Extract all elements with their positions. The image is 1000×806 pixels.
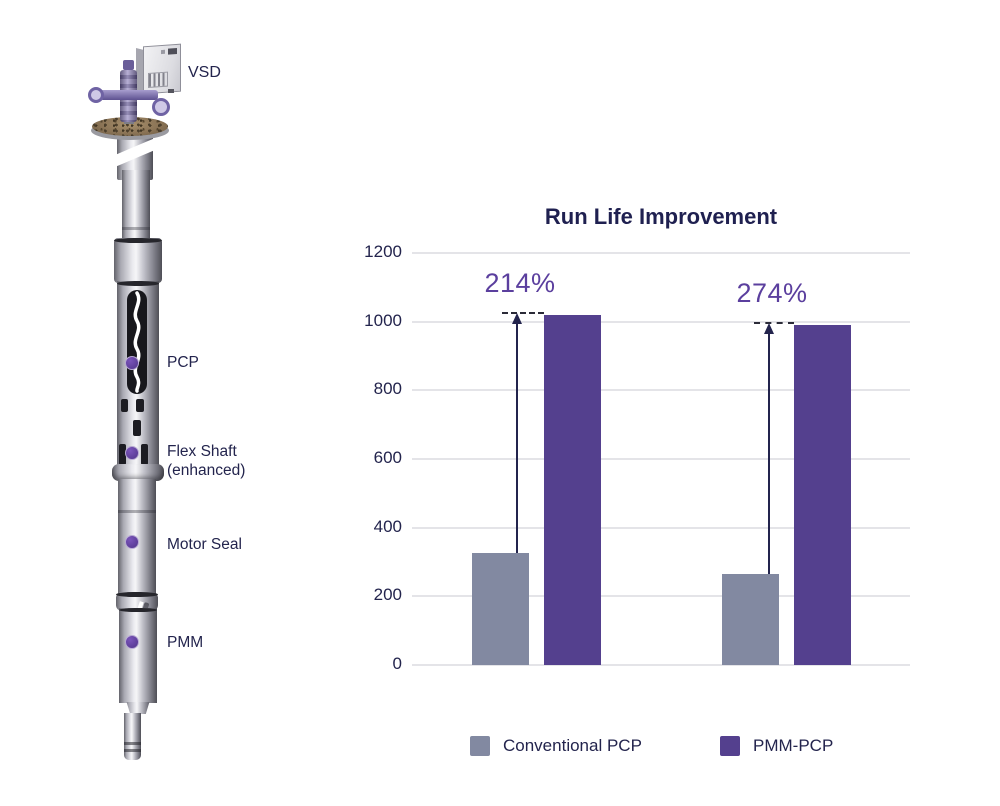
plot-area: 0 200 400 600 800 1000 1200 214% 274% [364, 242, 910, 673]
bar-conventional-pcp-2 [722, 574, 779, 665]
wellhead-arm-illustration [100, 90, 158, 100]
gridline-800 [412, 389, 910, 392]
gridline-1000 [412, 320, 910, 323]
motor-seal-marker-dot-icon [125, 535, 139, 549]
improvement-arrow-head-2 [763, 323, 774, 335]
housing-slot-mark [121, 399, 128, 412]
sensor-groove [124, 742, 141, 745]
pcp-marker-dot-icon [125, 356, 139, 370]
top-collar-illustration [114, 238, 162, 283]
legend-swatch-conventional-pcp [470, 736, 490, 756]
improvement-arrow-line-2 [768, 334, 770, 574]
pmm-marker-dot-icon [125, 635, 139, 649]
flex-shaft-slot-right [141, 444, 148, 465]
wellhead-top-cap [123, 60, 134, 70]
y-tick-label-600: 600 [373, 448, 402, 467]
gridline-600 [412, 458, 910, 460]
pipe-joint-line [122, 227, 150, 230]
housing-slot-mark [136, 399, 144, 412]
sensor-groove [124, 749, 141, 752]
vsd-cabinet-illustration [143, 43, 181, 95]
gridline-200 [412, 595, 910, 598]
improvement-arrow-line-1 [516, 323, 518, 554]
flex-shaft-slot-left [119, 444, 126, 465]
sensor-sub-illustration [124, 713, 141, 760]
y-tick-label-0: 0 [392, 654, 402, 673]
pcp-rotor-wave-icon [133, 291, 141, 393]
ground-surface-illustration [92, 117, 168, 136]
legend-swatch-pmm-pcp [720, 736, 740, 756]
improvement-annotation-2: 274% [736, 278, 808, 309]
flex-shaft-marker-dot-icon [125, 446, 139, 460]
valve-handwheel-icon [88, 87, 104, 103]
valve-handwheel-icon [152, 98, 170, 116]
joint-rim [116, 592, 158, 597]
flex-shaft-label-line1: Flex Shaft [167, 443, 237, 460]
housing-rim [117, 281, 159, 286]
legend-label-pmm-pcp: PMM-PCP [753, 736, 834, 755]
gridline-0 [412, 664, 910, 666]
improvement-dotted-line-1 [502, 311, 544, 314]
chart-title: Run Life Improvement [544, 204, 778, 229]
collar-rim [114, 238, 162, 243]
flange-ring-illustration [112, 464, 164, 481]
pmm-label: PMM [167, 634, 204, 651]
y-tick-label-200: 200 [373, 585, 402, 605]
y-tick-label-1200: 1200 [364, 242, 402, 261]
flex-shaft-label-line2: (enhanced) [167, 462, 246, 479]
gridline-1200 [412, 252, 910, 254]
y-tick-label-400: 400 [373, 516, 402, 536]
gridline-400 [412, 526, 910, 529]
vsd-button [161, 49, 165, 55]
bar-conventional-pcp-1 [472, 553, 529, 665]
drive-string-pipe-illustration [122, 170, 150, 240]
improvement-annotation-1: 214% [484, 267, 556, 298]
improvement-arrow-head-1 [511, 312, 522, 324]
vsd-vent-grille [148, 71, 168, 88]
vsd-foot [168, 89, 174, 93]
pmm-motor-illustration [119, 608, 157, 703]
vsd-display-chip [168, 47, 177, 55]
y-tick-label-800: 800 [373, 379, 402, 399]
bar-pmm-pcp-1 [544, 314, 601, 665]
vsd-label: VSD [188, 64, 221, 81]
pcp-stator-slot [127, 290, 147, 394]
motor-neck-illustration [126, 702, 150, 714]
y-tick-label-1000: 1000 [364, 310, 402, 330]
legend-item-conventional-pcp: Conventional PCP [470, 736, 642, 756]
motor-seal-label: Motor Seal [167, 536, 242, 553]
pcp-label: PCP [167, 354, 199, 371]
legend-item-pmm-pcp: PMM-PCP [720, 736, 833, 756]
legend-label-conventional-pcp: Conventional PCP [503, 736, 642, 755]
bar-pmm-pcp-2 [794, 325, 851, 665]
motor-rim [119, 608, 157, 612]
improvement-dotted-line-2 [754, 322, 794, 325]
housing-slot-mark [133, 420, 141, 436]
tube-joint-line [118, 510, 156, 513]
